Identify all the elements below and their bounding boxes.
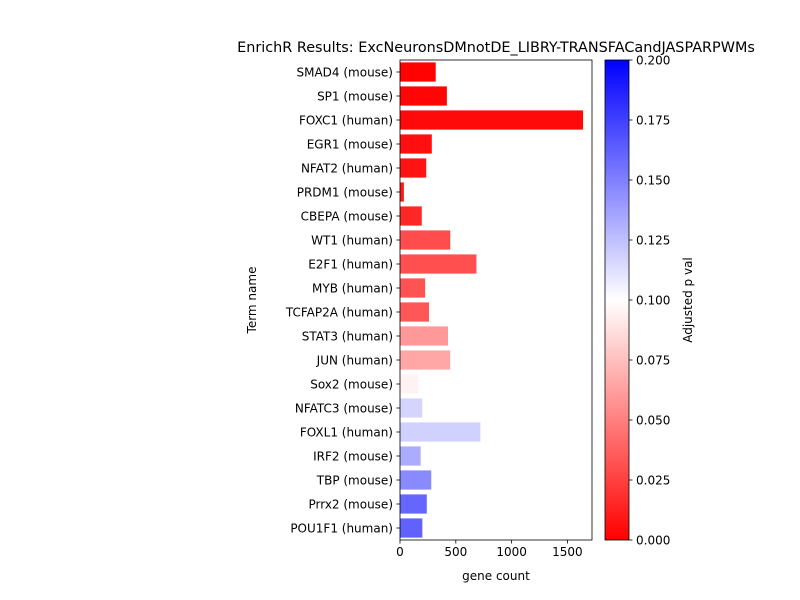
colorbar-tick-label: 0.075 bbox=[636, 354, 670, 368]
x-tick-label: 500 bbox=[444, 545, 467, 559]
bar bbox=[400, 494, 427, 514]
y-tick-label: SP1 (mouse) bbox=[317, 90, 393, 104]
x-axis-label: gene count bbox=[462, 569, 530, 583]
y-tick-label: E2F1 (human) bbox=[308, 258, 393, 272]
colorbar-tick-label: 0.175 bbox=[636, 114, 670, 128]
x-tick-label: 1000 bbox=[496, 545, 527, 559]
plot-frame bbox=[399, 59, 593, 541]
y-tick-label: EGR1 (mouse) bbox=[307, 138, 393, 152]
colorbar-tick-label: 0.200 bbox=[636, 54, 670, 68]
y-tick-label: POU1F1 (human) bbox=[290, 522, 393, 536]
colorbar-tick-label: 0.000 bbox=[636, 534, 670, 548]
y-tick-label: IRF2 (mouse) bbox=[313, 450, 393, 464]
bar bbox=[400, 206, 422, 226]
y-tick-label: SMAD4 (mouse) bbox=[296, 66, 393, 80]
y-tick-label: WT1 (human) bbox=[311, 234, 393, 248]
y-axis-label: Term name bbox=[245, 267, 259, 335]
bar bbox=[400, 134, 432, 154]
bar bbox=[400, 158, 427, 178]
colorbar-tick-label: 0.125 bbox=[636, 234, 670, 248]
y-tick-label: JUN (human) bbox=[316, 354, 393, 368]
bar bbox=[400, 278, 426, 298]
y-tick-label: NFATC3 (mouse) bbox=[295, 402, 393, 416]
x-ticks: 0 500 1000 1500 bbox=[396, 540, 583, 559]
bar bbox=[400, 422, 481, 442]
bar-group bbox=[400, 62, 584, 538]
colorbar-tick-label: 0.025 bbox=[636, 474, 670, 488]
colorbar-tick-label: 0.100 bbox=[636, 294, 670, 308]
y-tick-label: Prrx2 (mouse) bbox=[308, 498, 393, 512]
chart-title: EnrichR Results: ExcNeuronsDMnotDE_LIBRY… bbox=[237, 40, 755, 56]
bar bbox=[400, 230, 451, 250]
y-tick-label: FOXC1 (human) bbox=[299, 114, 393, 128]
bar bbox=[400, 398, 423, 418]
colorbar-tick-label: 0.050 bbox=[636, 414, 670, 428]
colorbar-ticks: 0.000 0.025 0.050 0.075 0.100 0.125 0.150 0.175… bbox=[629, 54, 670, 548]
bar bbox=[400, 350, 451, 370]
y-tick-labels: SMAD4 (mouse) SP1 (mouse) FOXC1 (human) EGR… bbox=[285, 66, 400, 536]
bar bbox=[400, 110, 584, 130]
y-tick-label: Sox2 (mouse) bbox=[310, 378, 393, 392]
bar bbox=[400, 254, 477, 274]
y-tick-label: MYB (human) bbox=[312, 282, 393, 296]
bar bbox=[400, 62, 436, 82]
y-tick-label: CBEPA (mouse) bbox=[301, 210, 393, 224]
x-tick-label: 0 bbox=[396, 545, 404, 559]
colorbar-label: Adjusted p val bbox=[681, 257, 695, 343]
bar bbox=[400, 302, 430, 322]
bar bbox=[400, 326, 448, 346]
y-tick-label: FOXL1 (human) bbox=[300, 426, 393, 440]
x-tick-label: 1500 bbox=[552, 545, 583, 559]
bar bbox=[400, 446, 421, 466]
y-tick-label: NFAT2 (human) bbox=[301, 162, 393, 176]
y-tick-label: TBP (mouse) bbox=[316, 474, 393, 488]
y-tick-label: STAT3 (human) bbox=[302, 330, 393, 344]
bar bbox=[400, 470, 432, 490]
bar bbox=[400, 374, 419, 394]
bar bbox=[400, 518, 423, 538]
y-tick-label: PRDM1 (mouse) bbox=[297, 186, 393, 200]
y-tick-label: TCFAP2A (human) bbox=[285, 306, 393, 320]
bar bbox=[400, 182, 404, 202]
colorbar-tick-label: 0.150 bbox=[636, 174, 670, 188]
colorbar bbox=[604, 59, 630, 541]
bar bbox=[400, 86, 447, 106]
